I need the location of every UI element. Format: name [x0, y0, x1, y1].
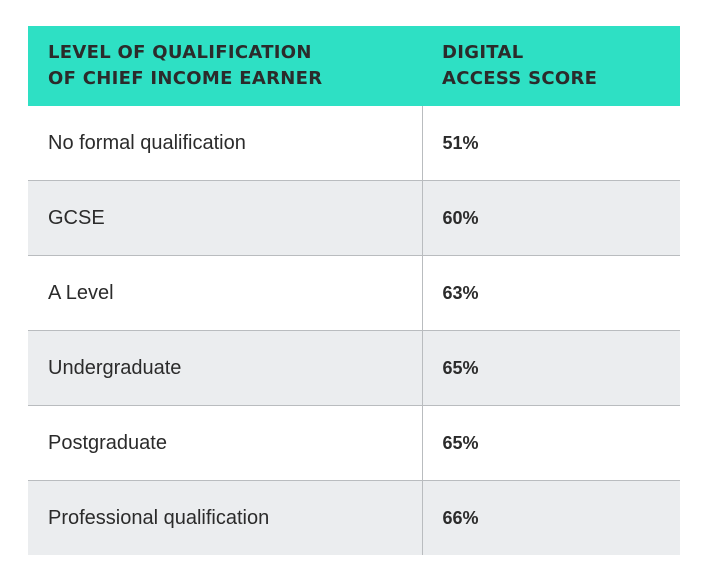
header-score: DIGITAL ACCESS SCORE [422, 26, 680, 106]
table-row: Undergraduate 65% [28, 330, 680, 406]
score-cell: 65% [421, 405, 680, 481]
qualification-cell: Postgraduate [28, 405, 422, 481]
header-qualification-line2: OF CHIEF INCOME EARNER [48, 68, 323, 89]
qualification-cell: Undergraduate [28, 330, 422, 406]
header-score-line2: ACCESS SCORE [442, 68, 598, 89]
qualification-score-table: LEVEL OF QUALIFICATION OF CHIEF INCOME E… [28, 26, 680, 555]
qualification-cell: Professional qualification [28, 480, 422, 555]
table-row: No formal qualification 51% [28, 106, 680, 181]
header-score-line1: DIGITAL [442, 42, 524, 63]
table-header-row: LEVEL OF QUALIFICATION OF CHIEF INCOME E… [28, 26, 680, 106]
qualification-cell: No formal qualification [28, 106, 422, 181]
table-row: GCSE 60% [28, 180, 680, 256]
table-row: A Level 63% [28, 255, 680, 331]
header-qualification-line1: LEVEL OF QUALIFICATION [48, 42, 312, 63]
score-cell: 60% [421, 180, 680, 256]
header-qualification: LEVEL OF QUALIFICATION OF CHIEF INCOME E… [28, 26, 422, 106]
qualification-cell: GCSE [28, 180, 422, 256]
score-cell: 63% [421, 255, 680, 331]
score-cell: 51% [421, 106, 680, 181]
table-row: Postgraduate 65% [28, 405, 680, 481]
score-cell: 65% [421, 330, 680, 406]
qualification-cell: A Level [28, 255, 422, 331]
table-row: Professional qualification 66% [28, 480, 680, 555]
score-cell: 66% [421, 480, 680, 555]
